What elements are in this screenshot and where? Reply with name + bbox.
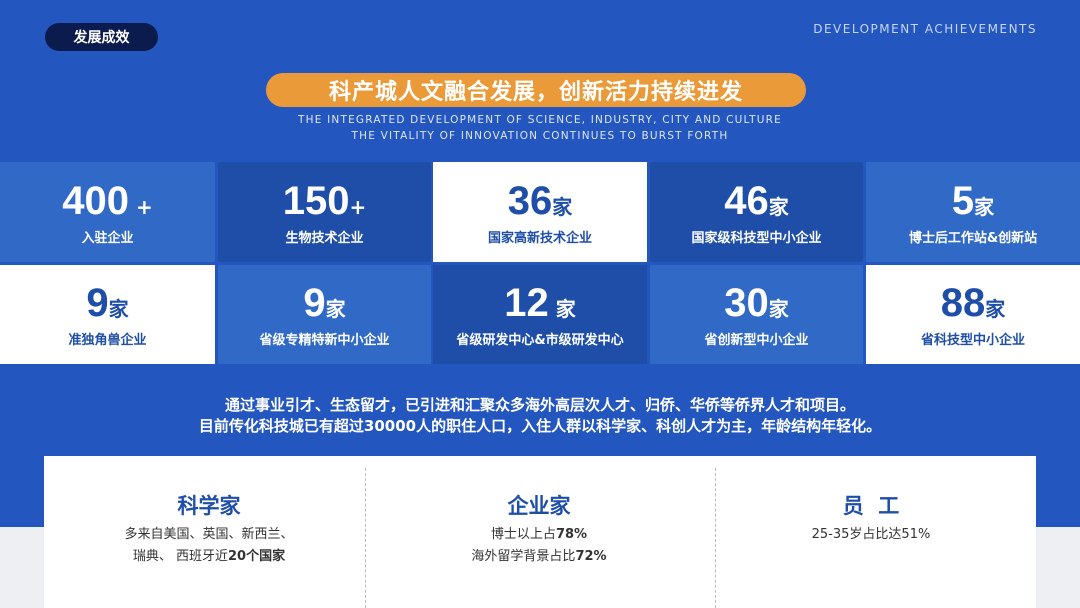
stat-label: 省级研发中心&市级研发中心 xyxy=(456,333,624,348)
talent-entrepreneurs: 企业家 博士以上占78% 海外留学背景占比72% xyxy=(374,456,704,608)
stat-number: 12 xyxy=(504,281,549,325)
stat-unit: 家 xyxy=(108,297,129,321)
stat-unit: + xyxy=(349,194,367,219)
subtitle-line-1: THE INTEGRATED DEVELOPMENT OF SCIENCE, I… xyxy=(298,114,782,126)
stat-unit: 家 xyxy=(768,194,789,219)
page-title: 科产城人文融合发展，创新活力持续进发 xyxy=(266,73,806,107)
talent-text: 海外留学背景占比 xyxy=(471,549,576,564)
divider xyxy=(715,468,716,608)
stat-number: 9 xyxy=(86,281,109,325)
talent-highlight: 78% xyxy=(555,527,588,542)
stat-cell: 9家省级专精特新中小企业 xyxy=(218,265,431,364)
stat-number: 150 xyxy=(282,178,350,223)
stat-label: 国家高新技术企业 xyxy=(487,230,592,246)
talent-title: 员 工 xyxy=(842,494,900,518)
talent-highlight: 72% xyxy=(575,549,607,564)
stat-label: 省科技型中小企业 xyxy=(920,333,1025,348)
stat-cell: 400 + 入驻企业 xyxy=(0,162,215,262)
intro-line-2: 目前传化科技城已有超过30000人的职住人口，入住人群以科学家、科创人才为主，年… xyxy=(198,417,882,435)
stat-number: 46 xyxy=(724,178,769,223)
stat-label: 准独角兽企业 xyxy=(68,333,147,348)
stat-cell: 12 家省级研发中心&市级研发中心 xyxy=(433,265,647,364)
talent-scientists: 科学家 多来自美国、英国、新西兰、瑞典、 西班牙近20个国家 xyxy=(44,456,374,608)
english-section-tag: DEVELOPMENT ACHIEVEMENTS xyxy=(813,22,1037,36)
stat-number: 400 xyxy=(62,178,129,223)
stat-unit: 家 xyxy=(768,297,789,321)
talent-text: 25-35岁占比达51% xyxy=(811,527,931,542)
stat-cell: 9家准独角兽企业 xyxy=(0,265,215,364)
stat-unit: 家 xyxy=(548,297,576,321)
talent-title: 企业家 xyxy=(507,494,571,518)
stat-label: 国家级科技型中小企业 xyxy=(691,230,822,246)
stat-number: 5 xyxy=(951,178,975,223)
talent-text: 博士以上占 xyxy=(490,527,556,542)
talent-employees: 员 工 25-35岁占比达51% xyxy=(706,456,1036,608)
stat-cell: 46家国家级科技型中小企业 xyxy=(650,162,863,262)
stat-label: 博士后工作站&创新站 xyxy=(908,230,1038,246)
stat-label: 省创新型中小企业 xyxy=(704,333,809,348)
talent-card: 科学家 多来自美国、英国、新西兰、瑞典、 西班牙近20个国家 企业家 博士以上占… xyxy=(44,456,1036,608)
stat-number: 36 xyxy=(507,178,553,223)
intro-line-1: 通过事业引才、生态留才，已引进和汇聚众多海外高层次人才、归侨、华侨等侨界人才和项… xyxy=(224,396,855,414)
stat-number: 30 xyxy=(724,281,769,325)
talent-text: 瑞典、 西班牙近 xyxy=(132,549,229,564)
stat-cell: 36家国家高新技术企业 xyxy=(433,162,647,262)
talent-highlight: 20个国家 xyxy=(228,549,286,564)
stat-unit: 家 xyxy=(325,297,346,321)
stat-label: 生物技术企业 xyxy=(285,230,364,246)
subtitle-line-2: THE VITALITY OF INNOVATION CONTINUES TO … xyxy=(351,130,729,142)
stat-cell: 88家省科技型中小企业 xyxy=(866,265,1080,364)
stat-number: 88 xyxy=(940,281,986,325)
divider xyxy=(365,468,366,608)
stat-cell: 30家省创新型中小企业 xyxy=(650,265,863,364)
stat-unit: 家 xyxy=(974,194,995,219)
stat-unit: 家 xyxy=(985,297,1006,321)
talent-text: 多来自美国、英国、新西兰、 xyxy=(124,527,294,542)
stat-label: 入驻企业 xyxy=(81,230,134,246)
stat-cell: 5家博士后工作站&创新站 xyxy=(866,162,1080,262)
stat-unit: + xyxy=(129,194,153,219)
stat-number: 9 xyxy=(303,281,326,325)
stat-label: 省级专精特新中小企业 xyxy=(259,333,390,348)
stat-cell: 150+ 生物技术企业 xyxy=(218,162,431,262)
stat-unit: 家 xyxy=(552,194,573,219)
section-badge: 发展成效 xyxy=(45,23,158,51)
talent-title: 科学家 xyxy=(177,494,241,518)
